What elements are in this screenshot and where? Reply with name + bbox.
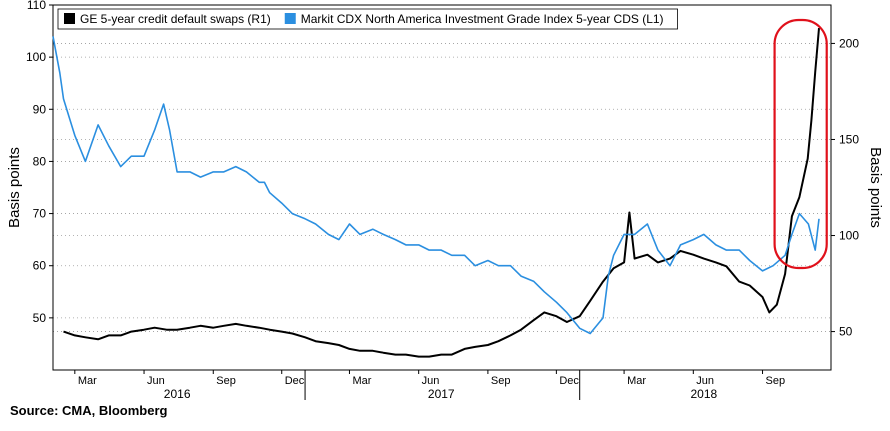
legend-label: GE 5-year credit default swaps (R1) xyxy=(80,12,271,26)
y-right-tick-label: 100 xyxy=(839,229,859,243)
legend-box xyxy=(57,8,678,30)
y-left-tick-label: 50 xyxy=(33,311,47,325)
y-left-tick-label: 110 xyxy=(27,0,46,12)
y-left-tick-label: 70 xyxy=(33,207,47,221)
source-note: Source: CMA, Bloomberg xyxy=(10,403,168,418)
plot-frame xyxy=(52,4,832,371)
x-tick-label: Dec xyxy=(285,375,305,387)
y-left-tick-label: 80 xyxy=(33,154,47,168)
legend: GE 5-year credit default swaps (R1) Marki… xyxy=(57,8,678,30)
x-tick-label: Mar xyxy=(78,375,97,387)
y-right-tick-label: 50 xyxy=(839,325,853,339)
x-tick-label: Dec xyxy=(559,375,579,387)
y-left-tick-label: 90 xyxy=(33,102,47,116)
legend-label: Markit CDX North America Investment Grad… xyxy=(301,12,664,26)
y-left-title: Basis points xyxy=(6,147,23,228)
gridlines xyxy=(53,4,831,332)
x-tick-label: Sep xyxy=(216,375,236,387)
x-tick-label: Jun xyxy=(696,375,714,387)
y-left-tick-label: 100 xyxy=(26,50,46,64)
x-tick-label: Sep xyxy=(766,375,786,387)
y-right-tick-label: 150 xyxy=(839,132,859,146)
x-year-label: 2017 xyxy=(428,387,455,401)
y-left-tick-label: 60 xyxy=(33,259,47,273)
x-tick-label: Mar xyxy=(352,375,371,387)
x-year-label: 2018 xyxy=(690,387,717,401)
series-line xyxy=(63,28,820,358)
x-year-label: 2016 xyxy=(164,387,191,401)
series xyxy=(52,28,820,358)
x-tick-label: Mar xyxy=(627,375,646,387)
x-tick-label: Jun xyxy=(422,375,440,387)
highlight xyxy=(773,18,828,270)
series-line xyxy=(52,36,820,335)
legend-swatch xyxy=(64,13,75,24)
x-tick-label: Jun xyxy=(147,375,165,387)
y-right-tick-label: 200 xyxy=(839,36,859,50)
y-right-title: Basis points xyxy=(867,147,884,228)
x-tick-label: Sep xyxy=(491,375,511,387)
axes: 110 100 90 80 70 60 50 200 150 100 50 Basis points B… xyxy=(6,0,884,401)
legend-swatch xyxy=(284,13,296,24)
highlight-outline xyxy=(773,18,828,270)
